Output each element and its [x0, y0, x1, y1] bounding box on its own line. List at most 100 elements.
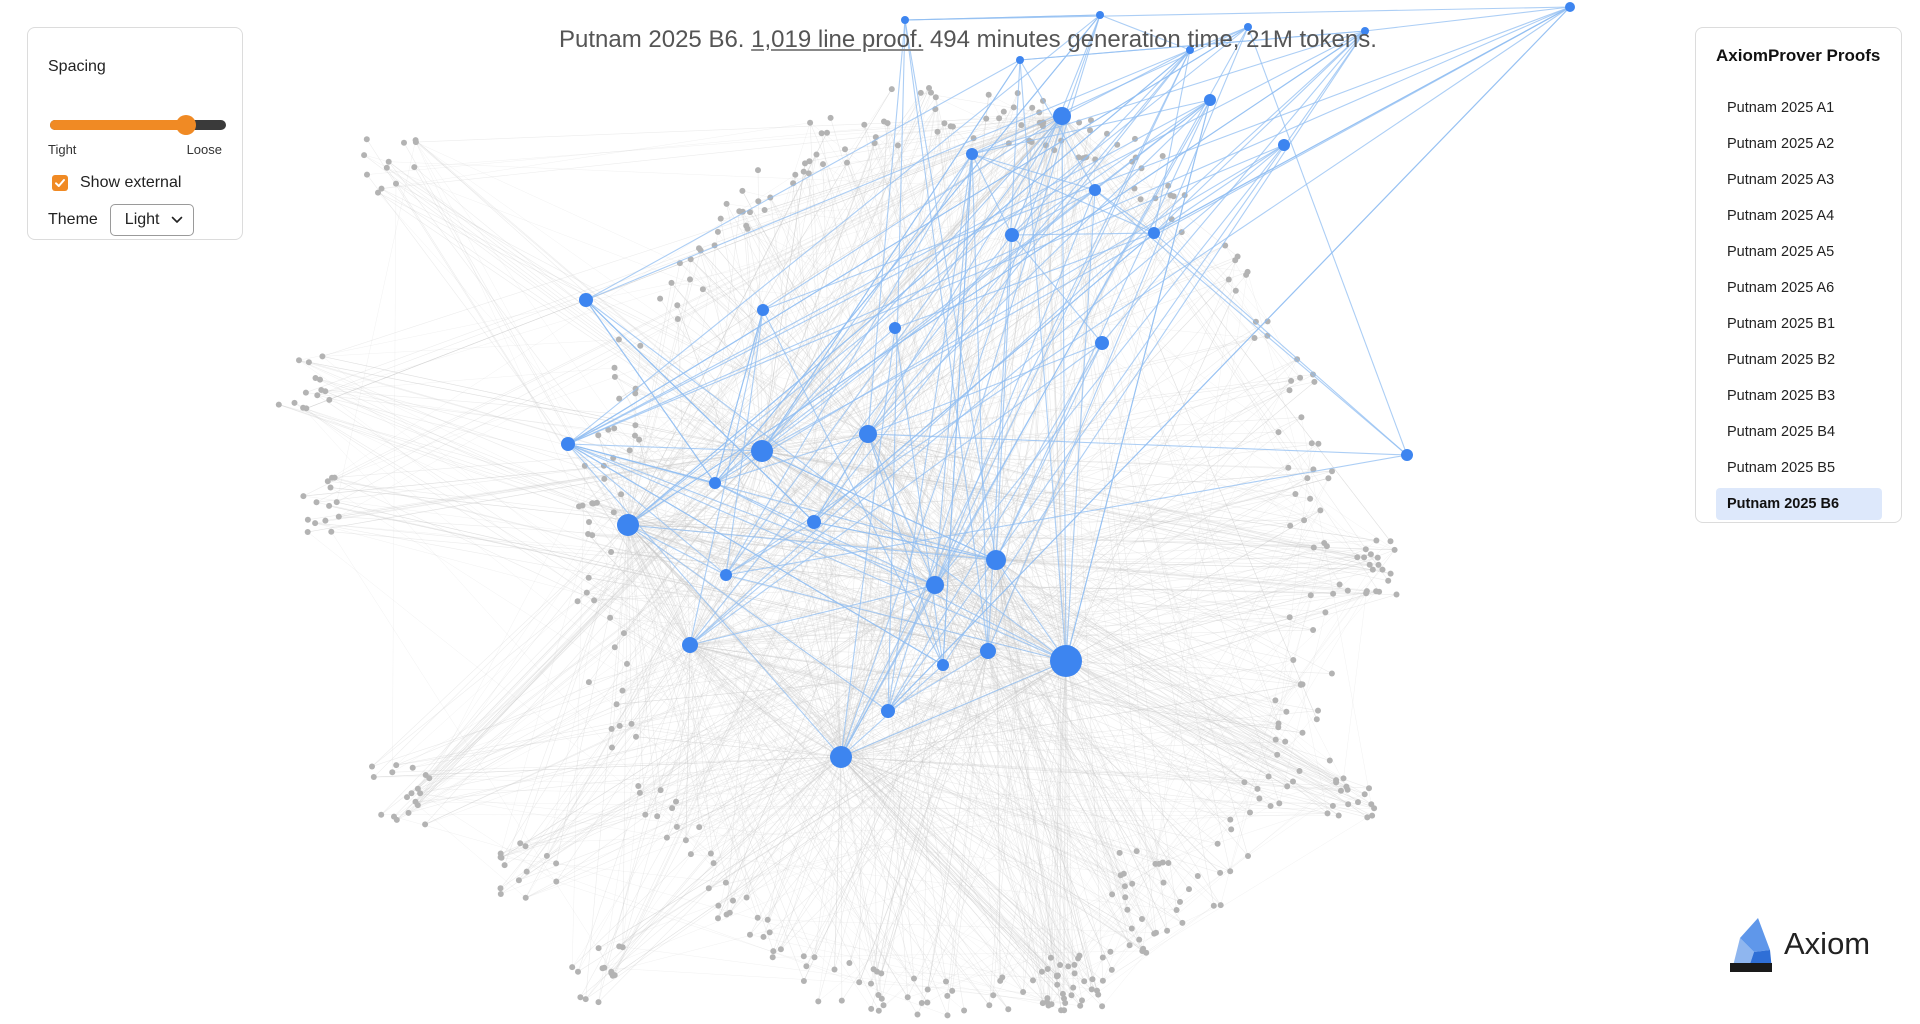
external-node[interactable] — [595, 999, 602, 1006]
external-node[interactable] — [1369, 812, 1376, 819]
external-node[interactable] — [582, 996, 589, 1003]
external-node[interactable] — [1354, 554, 1361, 561]
external-node[interactable] — [870, 966, 877, 973]
external-node[interactable] — [303, 405, 310, 412]
external-node[interactable] — [616, 722, 623, 729]
external-node[interactable] — [811, 954, 818, 961]
external-node[interactable] — [1317, 507, 1324, 514]
external-node[interactable] — [815, 998, 822, 1005]
external-node[interactable] — [422, 821, 429, 828]
external-node[interactable] — [1324, 810, 1331, 817]
external-node[interactable] — [1283, 708, 1290, 715]
external-node[interactable] — [996, 115, 1003, 122]
external-node[interactable] — [291, 399, 298, 406]
external-node[interactable] — [1328, 670, 1335, 677]
external-node[interactable] — [805, 170, 812, 177]
external-node[interactable] — [949, 987, 956, 994]
external-node[interactable] — [611, 644, 618, 651]
proof-node[interactable] — [980, 643, 996, 659]
external-node[interactable] — [842, 146, 848, 153]
external-node[interactable] — [1292, 491, 1299, 497]
external-node[interactable] — [1075, 955, 1082, 962]
external-node[interactable] — [364, 171, 370, 178]
external-node[interactable] — [1217, 869, 1224, 876]
external-node[interactable] — [806, 158, 813, 165]
external-node[interactable] — [619, 687, 626, 694]
external-node[interactable] — [313, 499, 320, 506]
external-node[interactable] — [844, 159, 850, 166]
external-node[interactable] — [1020, 989, 1027, 995]
external-node[interactable] — [543, 852, 550, 859]
external-node[interactable] — [632, 422, 639, 429]
external-node[interactable] — [515, 877, 522, 884]
external-node[interactable] — [824, 129, 830, 136]
external-node[interactable] — [576, 503, 582, 510]
external-node[interactable] — [1286, 387, 1293, 394]
external-node[interactable] — [1071, 961, 1078, 968]
external-node[interactable] — [370, 774, 377, 780]
external-node[interactable] — [574, 598, 581, 605]
external-node[interactable] — [577, 994, 584, 1001]
external-node[interactable] — [736, 208, 743, 215]
external-node[interactable] — [608, 725, 615, 732]
external-node[interactable] — [1355, 799, 1361, 806]
external-node[interactable] — [1160, 879, 1167, 886]
external-node[interactable] — [1311, 378, 1318, 385]
external-node[interactable] — [803, 963, 810, 970]
proof-item[interactable]: Putnam 2025 A4 — [1727, 208, 1835, 224]
external-node[interactable] — [328, 528, 335, 535]
external-node[interactable] — [404, 794, 410, 801]
external-node[interactable] — [710, 860, 717, 867]
external-node[interactable] — [626, 447, 633, 454]
external-node[interactable] — [961, 1007, 968, 1014]
external-node[interactable] — [1186, 886, 1192, 893]
external-node[interactable] — [1313, 716, 1320, 723]
proof-node[interactable] — [561, 437, 575, 451]
external-node[interactable] — [1387, 570, 1394, 577]
external-node[interactable] — [1232, 287, 1239, 294]
external-node[interactable] — [412, 798, 419, 805]
proof-node[interactable] — [1186, 46, 1194, 54]
external-node[interactable] — [1107, 948, 1114, 955]
external-node[interactable] — [1117, 872, 1124, 879]
external-node[interactable] — [585, 574, 592, 581]
external-node[interactable] — [1155, 860, 1162, 867]
external-node[interactable] — [609, 744, 615, 751]
external-node[interactable] — [1151, 930, 1158, 937]
external-node[interactable] — [1088, 986, 1095, 993]
external-node[interactable] — [616, 395, 623, 402]
external-node[interactable] — [983, 115, 990, 122]
external-node[interactable] — [1272, 697, 1279, 704]
external-node[interactable] — [632, 432, 638, 439]
external-node[interactable] — [1108, 966, 1115, 973]
proof-item[interactable]: Putnam 2025 B2 — [1727, 352, 1836, 368]
external-node[interactable] — [1286, 614, 1293, 621]
external-node[interactable] — [1361, 791, 1368, 798]
external-node[interactable] — [401, 139, 407, 146]
external-node[interactable] — [1109, 891, 1116, 898]
external-node[interactable] — [304, 516, 311, 523]
proof-item[interactable]: Putnam 2025 B3 — [1727, 388, 1836, 404]
external-node[interactable] — [934, 128, 941, 135]
external-node[interactable] — [1065, 963, 1072, 970]
external-node[interactable] — [696, 824, 703, 831]
proof-node[interactable] — [830, 746, 852, 768]
external-node[interactable] — [739, 187, 746, 194]
external-node[interactable] — [1225, 276, 1232, 283]
external-node[interactable] — [363, 136, 370, 143]
external-node[interactable] — [1044, 966, 1051, 972]
external-node[interactable] — [766, 929, 773, 936]
external-node[interactable] — [674, 316, 681, 322]
external-node[interactable] — [1361, 554, 1368, 561]
external-node[interactable] — [986, 1002, 993, 1009]
external-node[interactable] — [1315, 707, 1321, 714]
external-node[interactable] — [1053, 972, 1060, 979]
external-node[interactable] — [1274, 751, 1281, 758]
external-node[interactable] — [1391, 546, 1398, 553]
external-node[interactable] — [1301, 517, 1308, 524]
proof-node[interactable] — [901, 16, 909, 24]
external-node[interactable] — [335, 513, 342, 520]
external-node[interactable] — [383, 164, 390, 171]
proof-node[interactable] — [926, 576, 944, 594]
external-node[interactable] — [888, 86, 895, 93]
